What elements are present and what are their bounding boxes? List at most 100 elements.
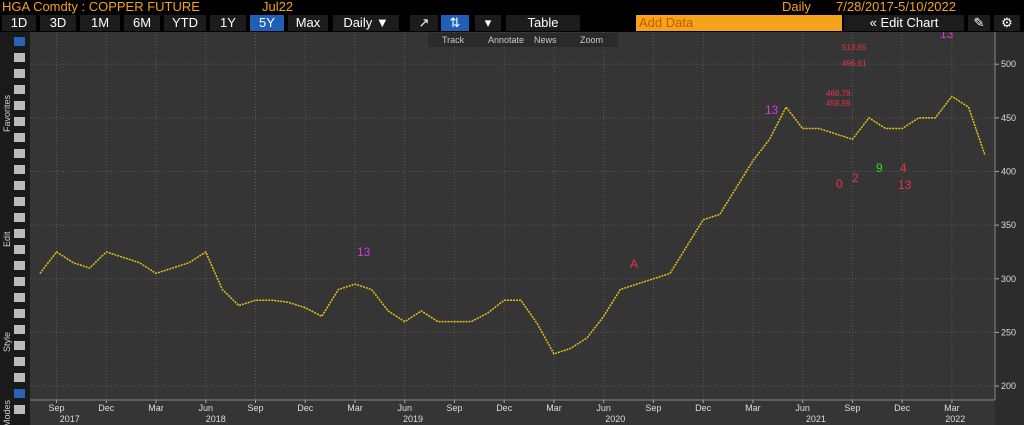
side-icon[interactable] — [14, 309, 25, 318]
x-tick-label: Dec — [894, 403, 911, 413]
chart: 200 250 300 350 400 450 500 Sep Dec Mar Jun Sep Dec M… — [30, 32, 1024, 425]
side-icon[interactable] — [14, 341, 25, 350]
year-label: 2022 — [945, 414, 965, 424]
side-icon[interactable] — [14, 213, 25, 222]
annotation: 0 — [836, 177, 843, 191]
sub-tool[interactable]: Zoom — [580, 35, 604, 45]
edit-icon[interactable]: ✎ — [968, 15, 990, 31]
add-data[interactable]: Add Data — [636, 15, 842, 31]
annotation: 9 — [876, 161, 883, 175]
annotation: 13 — [898, 178, 912, 192]
period: Daily — [782, 0, 811, 14]
y-tick-label: 250 — [1001, 327, 1016, 337]
x-tick-label: Sep — [49, 403, 65, 413]
side-icon[interactable] — [14, 101, 25, 110]
annotation: 468.78 — [826, 89, 851, 98]
bar-icon[interactable]: ⇅ — [441, 15, 469, 31]
y-tick-label: 500 — [1001, 59, 1016, 69]
side-icon[interactable] — [14, 229, 25, 238]
x-tick-label: Sep — [247, 403, 263, 413]
x-tick-label: Sep — [844, 403, 860, 413]
x-tick-label: Mar — [546, 403, 562, 413]
x-tick-label: Mar — [347, 403, 363, 413]
x-tick-label: Mar — [944, 403, 960, 413]
chart-bg — [30, 32, 1024, 425]
edit-chart[interactable]: « Edit Chart — [844, 15, 964, 31]
settings[interactable]: ⚙ — [994, 15, 1020, 31]
x-tick-label: Dec — [496, 403, 513, 413]
annotation: 513.65 — [842, 43, 867, 52]
x-tick-label: Sep — [446, 403, 462, 413]
sub-tool[interactable]: Track — [442, 35, 465, 45]
side-icon[interactable] — [14, 85, 25, 94]
x-tick-label: Mar — [148, 403, 164, 413]
x-tick-label: Dec — [695, 403, 712, 413]
side-icon[interactable] — [14, 293, 25, 302]
line-icon[interactable]: ↗ — [410, 15, 438, 31]
y-tick-label: 450 — [1001, 113, 1016, 123]
y-tick-label: 200 — [1001, 381, 1016, 391]
x-tick-label: Dec — [98, 403, 115, 413]
y-tick-label: 350 — [1001, 220, 1016, 230]
price-line — [39, 95, 986, 355]
side-section-label: Style — [2, 331, 12, 352]
side-icon[interactable] — [14, 69, 25, 78]
range-button[interactable]: 5Y — [250, 15, 284, 31]
annotation: 13 — [940, 32, 954, 41]
x-tick-label: Mar — [745, 403, 761, 413]
x-tick-label: Jun — [397, 403, 412, 413]
x-tick-label: Dec — [297, 403, 314, 413]
year-label: 2020 — [605, 414, 625, 424]
side-icon[interactable] — [14, 133, 25, 142]
side-section-label: Modes — [2, 399, 12, 425]
contract: Jul22 — [262, 0, 294, 14]
side-toolbar: Favorites Edit Style Modes — [0, 32, 30, 425]
side-icon[interactable] — [14, 117, 25, 126]
annotation: 458.59 — [826, 99, 851, 108]
y-tick-label: 400 — [1001, 166, 1016, 176]
side-icon[interactable] — [14, 149, 25, 158]
y-tick-label: 300 — [1001, 274, 1016, 284]
side-icon[interactable] — [14, 165, 25, 174]
side-icon[interactable] — [14, 325, 25, 334]
side-icon[interactable] — [14, 405, 25, 414]
x-tick-label: Sep — [645, 403, 661, 413]
range-button[interactable]: 1D — [2, 15, 36, 31]
side-icon[interactable] — [14, 37, 25, 46]
range-button[interactable]: 6M — [124, 15, 160, 31]
side-icon[interactable] — [14, 181, 25, 190]
side-icon[interactable] — [14, 357, 25, 366]
range-button[interactable]: YTD — [164, 15, 206, 31]
table[interactable]: Table — [506, 15, 580, 31]
menu[interactable]: ▾ — [475, 15, 501, 31]
annotation: A — [630, 257, 638, 271]
annotation: 4 — [900, 161, 907, 175]
year-label: 2021 — [806, 414, 826, 424]
side-icon[interactable] — [14, 245, 25, 254]
x-tick-label: Jun — [198, 403, 213, 413]
side-icon[interactable] — [14, 53, 25, 62]
range-button[interactable]: 1M — [80, 15, 120, 31]
range-button[interactable]: Max — [288, 15, 328, 31]
side-icon[interactable] — [14, 197, 25, 206]
annotation: 2 — [852, 171, 859, 185]
sub-tool[interactable]: News — [534, 35, 557, 45]
side-icon[interactable] — [14, 261, 25, 270]
sub-tool[interactable]: Annotate — [488, 35, 525, 45]
toolbar: Daily ▼ ↗ ⇅ ▾ Table Add Data « Edit Char… — [0, 14, 1024, 32]
title-bar: HGA Comdty : COPPER FUTURE Jul22 Daily 7… — [0, 0, 1024, 14]
year-label: 2017 — [60, 414, 80, 424]
range-button[interactable]: 3D — [40, 15, 76, 31]
x-tick-label: Jun — [596, 403, 611, 413]
year-label: 2018 — [206, 414, 226, 424]
annotation: 496.61 — [842, 59, 867, 68]
side-section-label: Edit — [2, 231, 12, 247]
x-tick-label: Jun — [795, 403, 810, 413]
side-icon[interactable] — [14, 389, 25, 398]
frequency[interactable]: Daily ▼ — [333, 15, 399, 31]
range-button[interactable]: 1Y — [210, 15, 246, 31]
side-icon[interactable] — [14, 373, 25, 382]
side-icon[interactable] — [14, 277, 25, 286]
date-range: 7/28/2017-5/10/2022 — [836, 0, 956, 14]
